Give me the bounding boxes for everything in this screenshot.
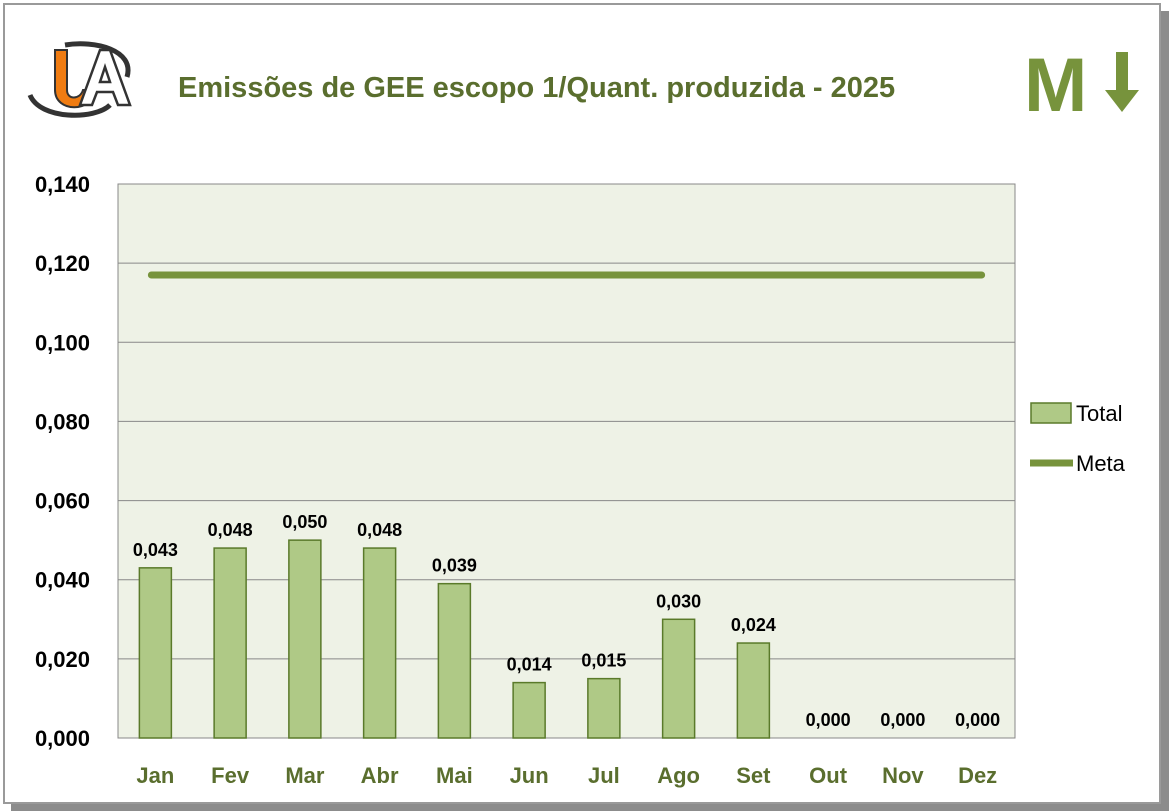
indicator-letter: M [1024, 43, 1088, 128]
x-tick-label: Jan [136, 763, 174, 788]
bar-jun [512, 681, 546, 739]
data-label: 0,048 [357, 520, 402, 540]
y-tick-label: 0,020 [35, 647, 90, 672]
data-label: 0,050 [282, 512, 327, 532]
bar-mar [288, 539, 322, 739]
data-label: 0,000 [955, 710, 1000, 730]
x-tick-label: Out [809, 763, 848, 788]
data-label: 0,039 [432, 556, 477, 576]
x-tick-label: Fev [211, 763, 250, 788]
data-label: 0,043 [133, 540, 178, 560]
arrow-down-icon [1105, 52, 1139, 112]
y-tick-label: 0,140 [35, 172, 90, 197]
data-label: 0,000 [880, 710, 925, 730]
legend-label-total: Total [1076, 401, 1122, 426]
x-tick-label: Mar [285, 763, 325, 788]
legend-swatch-total [1030, 402, 1072, 424]
x-tick-label: Mai [436, 763, 473, 788]
plot-area [117, 183, 1016, 739]
y-tick-label: 0,000 [35, 726, 90, 751]
logo-ua [27, 41, 132, 118]
data-label: 0,030 [656, 591, 701, 611]
bar-set [736, 642, 771, 739]
bar-ago [661, 618, 696, 739]
data-label: 0,014 [507, 655, 552, 675]
x-tick-label: Set [736, 763, 771, 788]
y-tick-label: 0,080 [35, 409, 90, 434]
x-tick-label: Ago [657, 763, 700, 788]
x-tick-label: Abr [361, 763, 399, 788]
data-label: 0,000 [806, 710, 851, 730]
y-tick-label: 0,060 [35, 489, 90, 514]
bar-abr [362, 547, 397, 739]
legend-label-meta: Meta [1076, 451, 1126, 476]
bar-jan [138, 567, 173, 739]
bar-mai [437, 582, 472, 739]
bar-fev [213, 547, 247, 739]
data-label: 0,015 [581, 651, 626, 671]
chart-title: Emissões de GEE escopo 1/Quant. produzid… [178, 72, 896, 104]
x-tick-label: Nov [882, 763, 924, 788]
bar-jul [587, 677, 621, 739]
data-label: 0,024 [731, 615, 776, 635]
x-tick-label: Dez [958, 763, 997, 788]
x-tick-label: Jun [510, 763, 549, 788]
y-tick-label: 0,100 [35, 330, 90, 355]
data-label: 0,048 [208, 520, 253, 540]
y-tick-label: 0,120 [35, 251, 90, 276]
x-tick-label: Jul [588, 763, 620, 788]
y-tick-label: 0,040 [35, 568, 90, 593]
